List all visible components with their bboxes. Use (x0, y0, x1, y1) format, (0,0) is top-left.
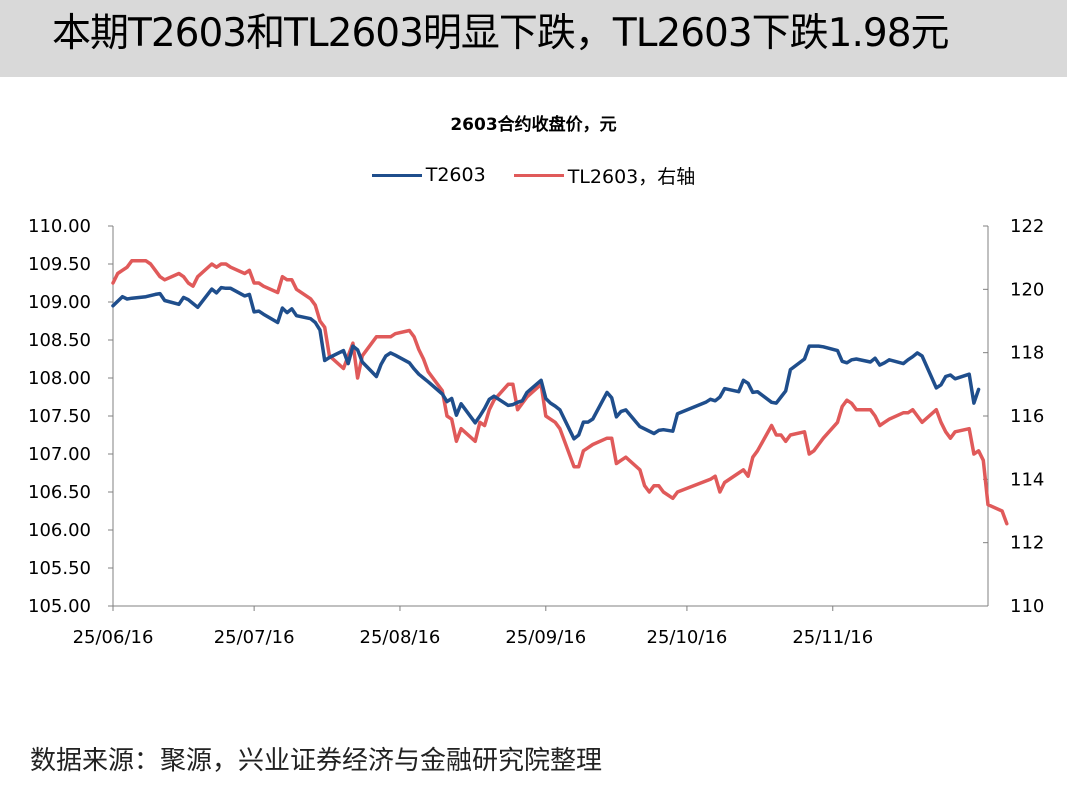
y-left-tick-label: 106.50 (28, 482, 91, 503)
legend-swatch-t2603 (371, 173, 422, 177)
y-right-tick-label: 112 (1010, 533, 1044, 554)
y-left-tick-label: 108.50 (28, 330, 91, 351)
x-tick-label: 25/07/16 (214, 627, 295, 648)
legend-item-t2603: T2603 (371, 164, 486, 186)
x-tick-label: 25/08/16 (360, 627, 441, 648)
y-left-tick-label: 110.00 (28, 216, 91, 237)
series-line-t2603 (111, 285, 981, 441)
y-left-tick-label: 105.50 (28, 558, 91, 579)
y-left-tick-label: 107.50 (28, 406, 91, 427)
y-right-tick-label: 110 (1010, 596, 1044, 617)
x-tick-label: 25/11/16 (792, 627, 873, 648)
legend-label-t2603: T2603 (425, 164, 486, 186)
y-left-tick-label: 108.00 (28, 368, 91, 389)
y-left-tick-label: 106.00 (28, 520, 91, 541)
source-note: 数据来源：聚源，兴业证券经济与金融研究院整理 (30, 746, 603, 776)
legend-swatch-tl2603 (513, 173, 564, 177)
x-tick-label: 25/10/16 (647, 627, 728, 648)
y-left-tick-label: 107.00 (28, 444, 91, 465)
chart-title: 2603合约收盘价，元 (450, 115, 617, 135)
y-left-tick-label: 109.00 (28, 292, 91, 313)
y-left-tick-label: 105.00 (28, 596, 91, 617)
y-right-tick-label: 116 (1010, 406, 1044, 427)
y-right-tick-label: 120 (1010, 279, 1044, 300)
legend-label-tl2603: TL2603，右轴 (567, 165, 696, 188)
page-title: 本期T2603和TL2603明显下跌，TL2603下跌1.98元 (52, 11, 950, 56)
y-right-tick-label: 114 (1010, 469, 1044, 490)
x-tick-label: 25/09/16 (505, 627, 586, 648)
y-right-tick-label: 118 (1010, 343, 1044, 364)
x-tick-label: 25/06/16 (73, 627, 154, 648)
series-line-tl2603 (111, 259, 1009, 526)
y-right-tick-label: 122 (1010, 216, 1044, 237)
legend: T2603 TL2603，右轴 (0, 162, 1067, 188)
title-banner: 本期T2603和TL2603明显下跌，TL2603下跌1.98元 (0, 0, 1067, 77)
legend-item-tl2603: TL2603，右轴 (513, 162, 696, 189)
y-left-tick-label: 109.50 (28, 254, 91, 275)
